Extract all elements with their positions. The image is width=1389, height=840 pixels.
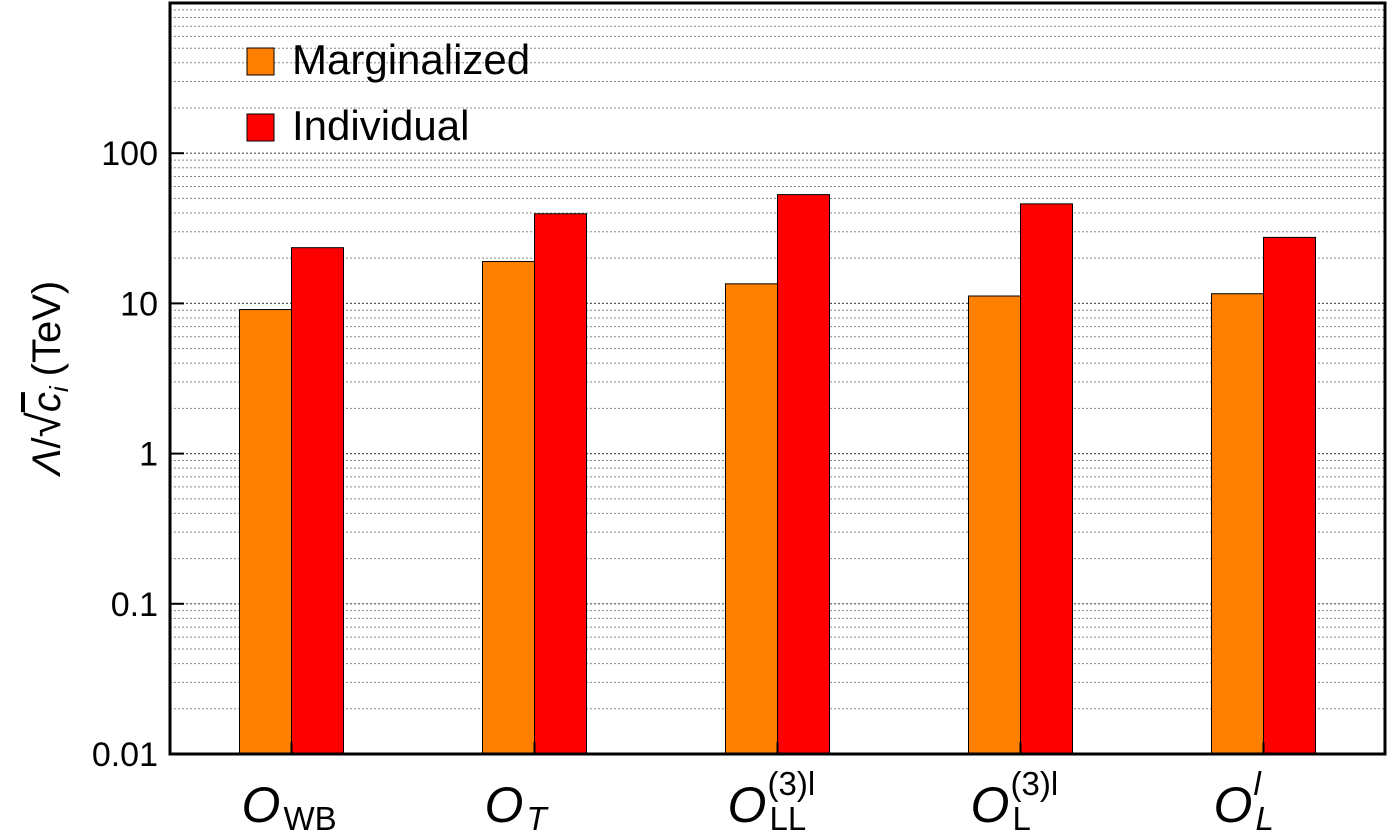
svg-text:O: O — [971, 777, 1010, 833]
ylabel-lambda: Λ — [25, 449, 69, 478]
bar-individual-4 — [1263, 236, 1316, 755]
svg-text:O: O — [728, 777, 767, 833]
bar-marginalized-0 — [239, 309, 292, 755]
category-symbol: O — [1214, 777, 1253, 833]
ylabel-c: c — [25, 392, 69, 412]
ylabel-slash: / — [25, 437, 69, 449]
x-category-label: O WB — [242, 777, 337, 837]
category-symbol: O — [971, 777, 1010, 833]
category-superscript: (3)l — [1011, 765, 1059, 802]
category-subscript: LL — [770, 800, 807, 837]
x-category-label: O (3)lL — [971, 765, 1059, 837]
bar-individual-2 — [777, 194, 830, 755]
svg-text:O: O — [242, 777, 281, 833]
category-subscript: T — [527, 800, 550, 837]
y-tick-label: 10 — [120, 285, 158, 323]
category-superscript: l — [1254, 765, 1263, 802]
bar-marginalized-3 — [968, 295, 1021, 755]
y-tick-label: 100 — [101, 135, 158, 173]
category-subscript: L — [1013, 800, 1031, 837]
ylabel-sub: i — [44, 385, 74, 392]
legend-label-individual: Individual — [292, 102, 469, 149]
y-tick-label: 0.1 — [111, 586, 158, 624]
bar-individual-3 — [1020, 203, 1073, 755]
bars — [239, 194, 1316, 755]
ylabel-sqrt: √ — [18, 411, 70, 437]
category-subscript: L — [1256, 800, 1274, 837]
x-category-label: O (3)lLL — [728, 765, 816, 837]
svg-text:O: O — [1214, 777, 1253, 833]
ylabel-unit: (TeV) — [25, 281, 69, 377]
svg-text:O: O — [485, 777, 524, 833]
category-superscript: (3)l — [768, 765, 816, 802]
legend-swatch-marginalized — [246, 47, 275, 76]
legend-swatch-individual — [246, 113, 275, 142]
y-tick-labels: 0.01 0.1 1 10 100 — [92, 135, 158, 774]
y-tick-label: 1 — [139, 436, 158, 474]
bar-individual-0 — [291, 247, 344, 755]
category-symbol: O — [728, 777, 767, 833]
svg-text:Λ/√ci(TeV): Λ/√ci (TeV) — [18, 281, 74, 477]
legend: Marginalized Individual — [246, 36, 530, 149]
category-subscript: WB — [284, 800, 337, 837]
category-symbol: O — [242, 777, 281, 833]
bar-marginalized-4 — [1211, 293, 1264, 755]
axis-ticks — [170, 152, 1265, 755]
legend-label-marginalized: Marginalized — [292, 36, 530, 83]
y-axis-label: Λ/√ci (TeV) — [18, 281, 74, 477]
grid-lines — [170, 9, 1385, 710]
bar-marginalized-2 — [725, 283, 778, 755]
bar-individual-1 — [534, 213, 587, 755]
category-symbol: O — [485, 777, 524, 833]
y-tick-label: 0.01 — [92, 736, 158, 774]
bar-marginalized-1 — [482, 261, 535, 755]
